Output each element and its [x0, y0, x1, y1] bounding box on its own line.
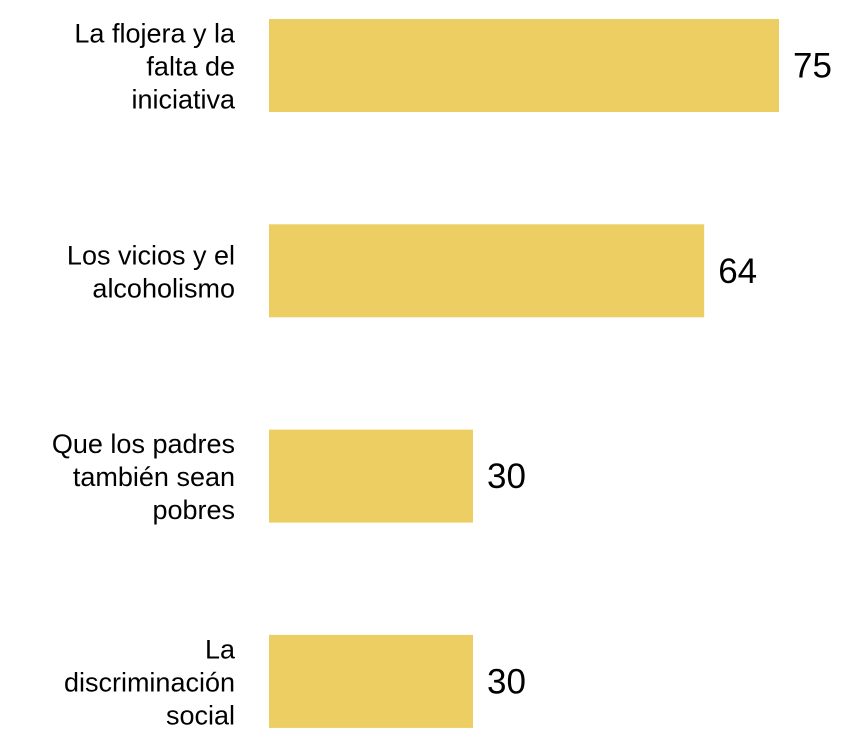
category-label-line: falta de: [146, 52, 235, 82]
value-label-1: 75: [793, 47, 832, 86]
category-label-line: alcoholismo: [92, 273, 235, 303]
category-label-line: Que los padres: [52, 429, 235, 459]
category-label-3: Que los padres también sean pobres: [52, 429, 235, 525]
category-label-line: La: [205, 634, 236, 664]
category-label-line: discriminación: [64, 667, 235, 697]
category-label-line: La flojera y la: [74, 19, 236, 49]
bar-1: [269, 19, 779, 112]
category-label-2: Los vicios y el alcoholismo: [67, 240, 235, 303]
category-label-1: La flojera y la falta de iniciativa: [74, 19, 236, 115]
category-label-line: iniciativa: [131, 85, 236, 115]
category-label-line: pobres: [152, 495, 235, 525]
category-label-line: social: [166, 700, 235, 730]
bar-4: [269, 634, 473, 728]
category-label-4: La discriminación social: [64, 634, 236, 730]
bar-3: [269, 429, 473, 523]
bar-2: [269, 224, 705, 318]
category-label-line: también sean: [73, 462, 235, 492]
value-label-4: 30: [487, 662, 526, 701]
value-label-2: 64: [718, 252, 757, 291]
category-label-line: Los vicios y el: [67, 240, 235, 270]
value-label-3: 30: [487, 457, 526, 496]
